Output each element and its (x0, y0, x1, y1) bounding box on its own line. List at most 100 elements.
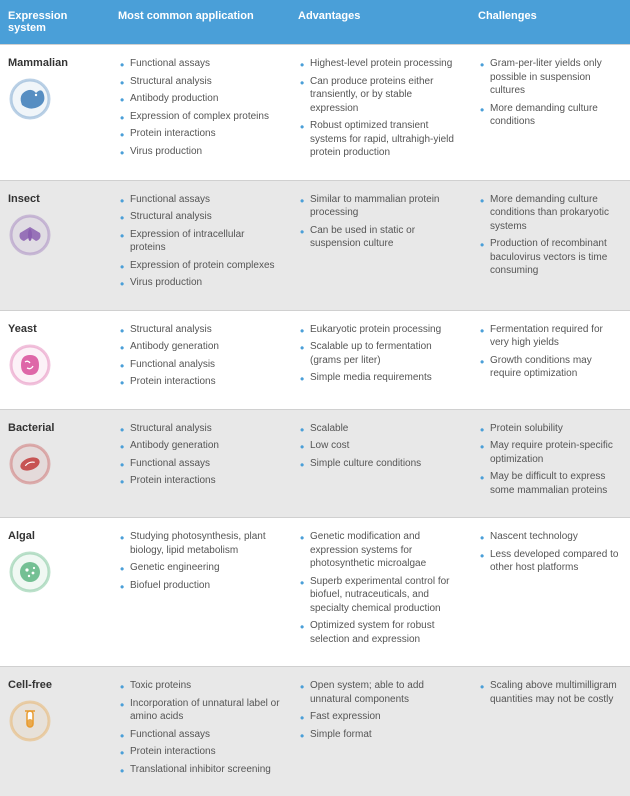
advantages-cell: Open system; able to add unnatural compo… (290, 667, 470, 796)
yeast-icon (8, 343, 102, 387)
challenges-cell: Scaling above multimilligram quantities … (470, 667, 630, 796)
advantage-item: Fast expression (298, 710, 462, 724)
application-item: Studying photosynthesis, plant biology, … (118, 530, 282, 557)
applications-cell: Functional assays Structural analysis Expr… (110, 180, 290, 310)
challenge-item: May be difficult to express some mammali… (478, 470, 622, 497)
advantage-item: Scalable up to fermentation (grams per l… (298, 340, 462, 367)
application-list: Functional assays Structural analysis Anti… (118, 57, 282, 158)
challenge-item: Less developed compared to other host pl… (478, 548, 622, 575)
mammalian-icon (8, 77, 102, 121)
challenge-item: Nascent technology (478, 530, 622, 544)
application-item: Biofuel production (118, 579, 282, 593)
applications-cell: Studying photosynthesis, plant biology, … (110, 518, 290, 667)
algal-icon (8, 550, 102, 594)
table-header-row: Expression system Most common applicatio… (0, 0, 630, 45)
challenges-cell: Nascent technology Less developed compare… (470, 518, 630, 667)
challenge-list: Protein solubilityMay require protein-sp… (478, 422, 622, 498)
application-item: Protein interactions (118, 127, 282, 141)
advantage-list: Eukaryotic protein processing Scalable up… (298, 323, 462, 385)
table-row: Bacterial Structural analysisAntibody ge… (0, 409, 630, 518)
application-item: Virus production (118, 145, 282, 159)
application-list: Structural analysisAntibody generationFu… (118, 323, 282, 389)
advantage-item: Robust optimized transient systems for r… (298, 119, 462, 160)
challenge-item: Growth conditions may require optimizati… (478, 354, 622, 381)
application-item: Expression of protein complexes (118, 259, 282, 273)
application-list: Studying photosynthesis, plant biology, … (118, 530, 282, 592)
system-name: Mammalian (8, 57, 102, 69)
table-row: Insect Functional assays Structural analy… (0, 180, 630, 310)
advantage-list: Open system; able to add unnatural compo… (298, 679, 462, 741)
application-item: Functional assays (118, 728, 282, 742)
table-row: Algal Studying photosynthesis, plant bio… (0, 518, 630, 667)
table-row: Cell-free Toxic proteins Incorporation of… (0, 667, 630, 796)
application-item: Antibody production (118, 92, 282, 106)
challenge-list: Nascent technology Less developed compare… (478, 530, 622, 575)
table-row: Mammalian Functional assays Structural an… (0, 45, 630, 181)
application-item: Toxic proteins (118, 679, 282, 693)
application-item: Protein interactions (118, 474, 282, 488)
challenge-item: Fermentation required for very high yiel… (478, 323, 622, 350)
cellfree-icon (8, 699, 102, 743)
advantage-item: Low cost (298, 439, 462, 453)
advantages-cell: ScalableLow costSimple culture condition… (290, 409, 470, 518)
application-item: Antibody generation (118, 439, 282, 453)
advantage-item: Can be used in static or suspension cult… (298, 224, 462, 251)
system-cell: Mammalian (0, 45, 110, 181)
advantage-item: Similar to mammalian protein processing (298, 193, 462, 220)
challenge-item: Scaling above multimilligram quantities … (478, 679, 622, 706)
advantages-cell: Genetic modification and expression syst… (290, 518, 470, 667)
system-name: Cell-free (8, 679, 102, 691)
application-item: Expression of intracellular proteins (118, 228, 282, 255)
system-name: Algal (8, 530, 102, 542)
application-item: Functional assays (118, 457, 282, 471)
challenge-list: More demanding culture conditions than p… (478, 193, 622, 278)
expression-systems-table: Expression system Most common applicatio… (0, 0, 630, 796)
challenges-cell: Protein solubilityMay require protein-sp… (470, 409, 630, 518)
system-cell: Cell-free (0, 667, 110, 796)
applications-cell: Functional assays Structural analysis Anti… (110, 45, 290, 181)
table-row: Yeast Structural analysisAntibody genera… (0, 310, 630, 409)
col-header-system: Expression system (0, 0, 110, 45)
challenge-item: Protein solubility (478, 422, 622, 436)
application-item: Structural analysis (118, 210, 282, 224)
application-item: Expression of complex proteins (118, 110, 282, 124)
application-item: Translational inhibitor screening (118, 763, 282, 777)
application-item: Virus production (118, 276, 282, 290)
advantage-item: Superb experimental control for biofuel,… (298, 575, 462, 616)
col-header-challenges: Challenges (470, 0, 630, 45)
application-item: Antibody generation (118, 340, 282, 354)
application-list: Structural analysisAntibody generationFu… (118, 422, 282, 488)
application-item: Structural analysis (118, 75, 282, 89)
application-list: Functional assays Structural analysis Expr… (118, 193, 282, 290)
advantage-item: Eukaryotic protein processing (298, 323, 462, 337)
advantage-list: ScalableLow costSimple culture condition… (298, 422, 462, 471)
applications-cell: Toxic proteins Incorporation of unnatural… (110, 667, 290, 796)
application-item: Protein interactions (118, 745, 282, 759)
advantage-item: Scalable (298, 422, 462, 436)
system-name: Bacterial (8, 422, 102, 434)
application-item: Functional assays (118, 57, 282, 71)
col-header-application: Most common application (110, 0, 290, 45)
advantage-item: Simple format (298, 728, 462, 742)
system-cell: Yeast (0, 310, 110, 409)
challenge-list: Scaling above multimilligram quantities … (478, 679, 622, 706)
application-item: Incorporation of unnatural label or amin… (118, 697, 282, 724)
advantages-cell: Highest-level protein processing Can prod… (290, 45, 470, 181)
advantage-item: Optimized system for robust selection an… (298, 619, 462, 646)
bacterial-icon (8, 442, 102, 486)
advantage-item: Can produce proteins either transiently,… (298, 75, 462, 116)
advantages-cell: Eukaryotic protein processing Scalable up… (290, 310, 470, 409)
challenge-list: Gram-per-liter yields only possible in s… (478, 57, 622, 129)
system-cell: Insect (0, 180, 110, 310)
challenges-cell: Gram-per-liter yields only possible in s… (470, 45, 630, 181)
advantage-item: Highest-level protein processing (298, 57, 462, 71)
advantage-item: Open system; able to add unnatural compo… (298, 679, 462, 706)
challenges-cell: More demanding culture conditions than p… (470, 180, 630, 310)
system-name: Yeast (8, 323, 102, 335)
application-list: Toxic proteins Incorporation of unnatural… (118, 679, 282, 776)
advantage-list: Genetic modification and expression syst… (298, 530, 462, 646)
challenge-list: Fermentation required for very high yiel… (478, 323, 622, 381)
challenge-item: More demanding culture conditions (478, 102, 622, 129)
application-item: Protein interactions (118, 375, 282, 389)
application-item: Functional assays (118, 193, 282, 207)
